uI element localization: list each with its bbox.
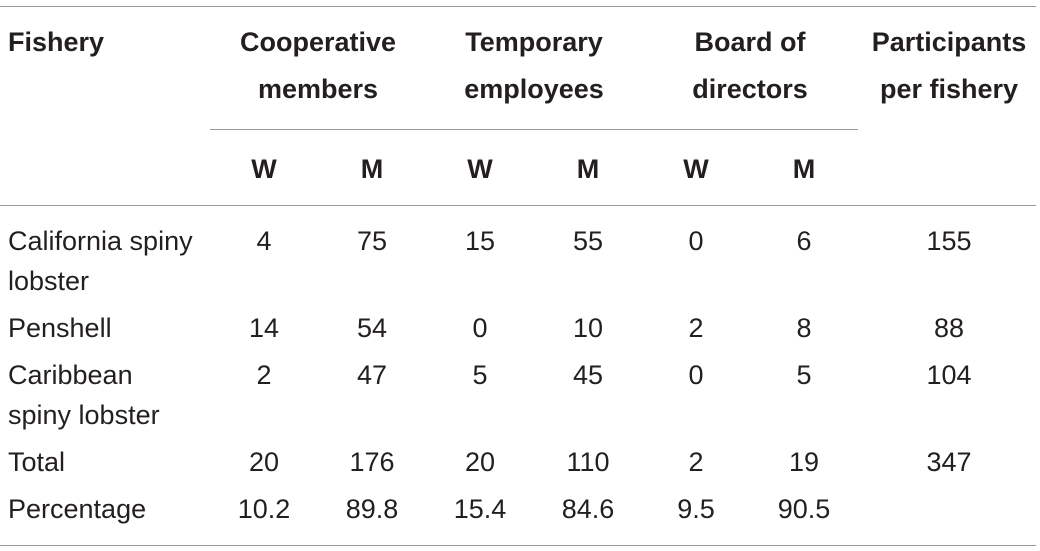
top-rule (0, 6, 1036, 7)
row-label: Percentage (8, 494, 147, 524)
table-cell: 176 (349, 447, 395, 477)
participants-cell: 104 (926, 360, 972, 390)
subheader-m: M (792, 154, 816, 184)
table-cell: 84.6 (561, 494, 615, 524)
table-cell: 10.2 (237, 494, 291, 524)
table-cell: 0 (688, 226, 704, 256)
table-cell: 0 (688, 360, 704, 390)
table-cell: 20 (464, 447, 496, 477)
header-fishery: Fishery (8, 27, 105, 57)
header-group-temporary-line1: Temporary (465, 27, 603, 57)
participants-cell: 347 (926, 447, 972, 477)
participants-cell: 155 (926, 226, 972, 256)
bottom-rule (0, 545, 1036, 546)
table-cell: 9.5 (677, 494, 715, 524)
subheader-w: W (467, 154, 493, 184)
table-cell: 20 (248, 447, 280, 477)
row-label: California spiny (8, 226, 193, 256)
participants-cell: 88 (933, 313, 965, 343)
header-bottom-rule (0, 205, 1036, 206)
header-participants-line1: Participants (871, 27, 1027, 57)
table-cell: 8 (796, 313, 812, 343)
table-cell: 0 (472, 313, 488, 343)
row-label: Penshell (8, 313, 112, 343)
table-cell: 4 (256, 226, 272, 256)
table-cell: 2 (688, 313, 704, 343)
subheader-w: W (251, 154, 277, 184)
subheader-m: M (360, 154, 384, 184)
table-cell: 10 (572, 313, 604, 343)
header-group-cooperative-line2: members (257, 74, 379, 104)
row-label: Caribbean (8, 360, 133, 390)
header-group-temporary-line2: employees (464, 74, 604, 104)
table-cell: 45 (572, 360, 604, 390)
header-group-cooperative-line1: Cooperative (239, 27, 397, 57)
table-cell: 89.8 (345, 494, 399, 524)
table-cell: 15 (464, 226, 496, 256)
subheader-w: W (683, 154, 709, 184)
table-cell: 5 (796, 360, 812, 390)
subheader-m: M (576, 154, 600, 184)
row-label: Total (8, 447, 66, 477)
table-cell: 15.4 (453, 494, 507, 524)
table-cell: 6 (796, 226, 812, 256)
table-cell: 5 (472, 360, 488, 390)
table-cell: 55 (572, 226, 604, 256)
row-label-continued: lobster (8, 266, 90, 296)
header-group-board-line2: directors (692, 74, 808, 104)
table-cell: 110 (566, 447, 610, 477)
header-participants-line2: per fishery (879, 74, 1019, 104)
table-cell: 2 (256, 360, 272, 390)
group-rule (210, 129, 858, 130)
header-group-board-line1: Board of (694, 27, 806, 57)
table-cell: 90.5 (777, 494, 831, 524)
table-cell: 47 (356, 360, 388, 390)
table-cell: 2 (688, 447, 704, 477)
row-label-continued: spiny lobster (8, 400, 160, 430)
table-cell: 14 (248, 313, 280, 343)
table-cell: 19 (788, 447, 820, 477)
table-cell: 54 (356, 313, 388, 343)
table-cell: 75 (356, 226, 388, 256)
